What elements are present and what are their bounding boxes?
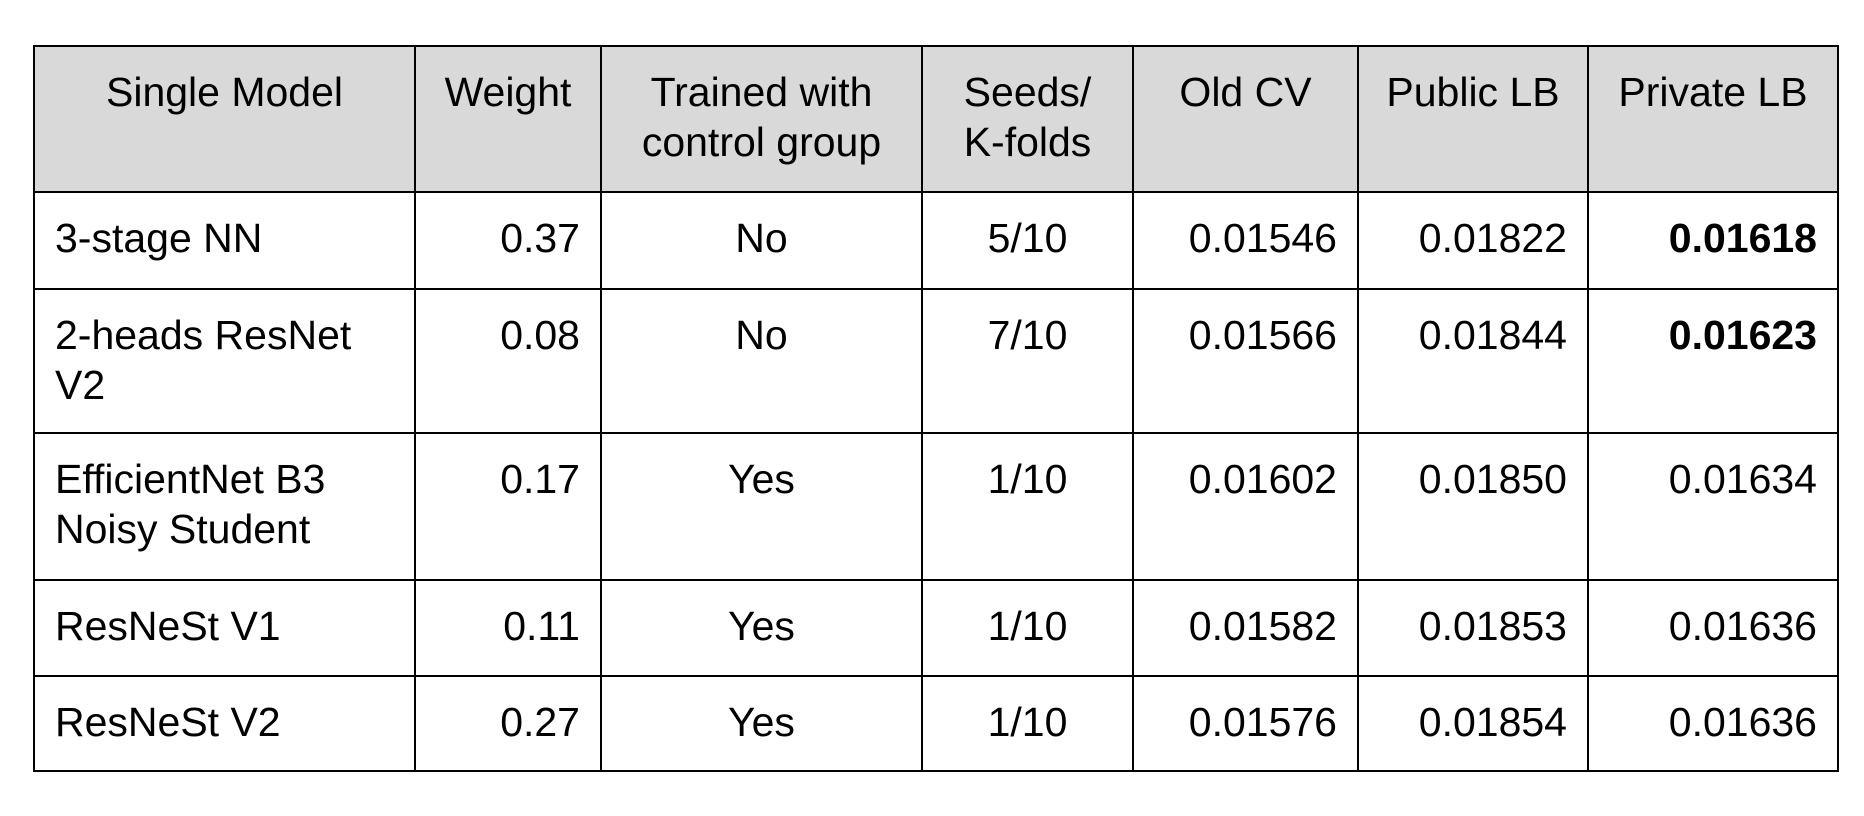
cell: 1/10	[921, 675, 1134, 772]
cell: 0.11	[414, 579, 602, 677]
cell: 0.01636	[1587, 675, 1839, 772]
header-cell: Seeds/ K-folds	[921, 45, 1134, 193]
header-cell: Old CV	[1132, 45, 1359, 193]
cell: 7/10	[921, 288, 1134, 434]
cell: Yes	[600, 432, 923, 581]
cell: 0.01566	[1132, 288, 1359, 434]
header-cell: Weight	[414, 45, 602, 193]
cell: 0.01546	[1132, 191, 1359, 290]
cell: 0.08	[414, 288, 602, 434]
cell: 0.01853	[1357, 579, 1589, 677]
cell: ResNeSt V2	[33, 675, 416, 772]
cell: 2-heads ResNet V2	[33, 288, 416, 434]
cell: 0.01854	[1357, 675, 1589, 772]
row: ResNeSt V2 0.27 Yes 1/10 0.01576 0.01854…	[33, 675, 1839, 772]
row: 2-heads ResNet V2 0.08 No 7/10 0.01566 0…	[33, 288, 1839, 434]
cell: 0.01844	[1357, 288, 1589, 434]
row: 3-stage NN 0.37 No 5/10 0.01546 0.01822 …	[33, 191, 1839, 290]
cell: ResNeSt V1	[33, 579, 416, 677]
cell: 1/10	[921, 579, 1134, 677]
cell: 1/10	[921, 432, 1134, 581]
cell: 0.01582	[1132, 579, 1359, 677]
cell: 0.37	[414, 191, 602, 290]
results-table: Single Model Weight Trained with control…	[33, 45, 1839, 772]
header-cell: Public LB	[1357, 45, 1589, 193]
cell: 0.01576	[1132, 675, 1359, 772]
row: ResNeSt V1 0.11 Yes 1/10 0.01582 0.01853…	[33, 579, 1839, 677]
cell: 0.01623	[1587, 288, 1839, 434]
cell: 0.01634	[1587, 432, 1839, 581]
cell: 0.17	[414, 432, 602, 581]
cell: EfficientNet B3 Noisy Student	[33, 432, 416, 581]
row: EfficientNet B3 Noisy Student 0.17 Yes 1…	[33, 432, 1839, 581]
cell: No	[600, 288, 923, 434]
cell: 5/10	[921, 191, 1134, 290]
header-cell: Trained with control group	[600, 45, 923, 193]
cell: 3-stage NN	[33, 191, 416, 290]
cell: No	[600, 191, 923, 290]
cell: 0.01822	[1357, 191, 1589, 290]
cell: 0.01618	[1587, 191, 1839, 290]
cell: 0.27	[414, 675, 602, 772]
header-cell: Private LB	[1587, 45, 1839, 193]
header-cell: Single Model	[33, 45, 416, 193]
cell: 0.01636	[1587, 579, 1839, 677]
cell: Yes	[600, 675, 923, 772]
cell: Yes	[600, 579, 923, 677]
header-row: Single Model Weight Trained with control…	[33, 45, 1839, 193]
cell: 0.01850	[1357, 432, 1589, 581]
cell: 0.01602	[1132, 432, 1359, 581]
